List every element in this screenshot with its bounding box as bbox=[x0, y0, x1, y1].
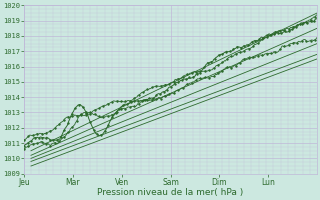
X-axis label: Pression niveau de la mer( hPa ): Pression niveau de la mer( hPa ) bbox=[98, 188, 244, 197]
